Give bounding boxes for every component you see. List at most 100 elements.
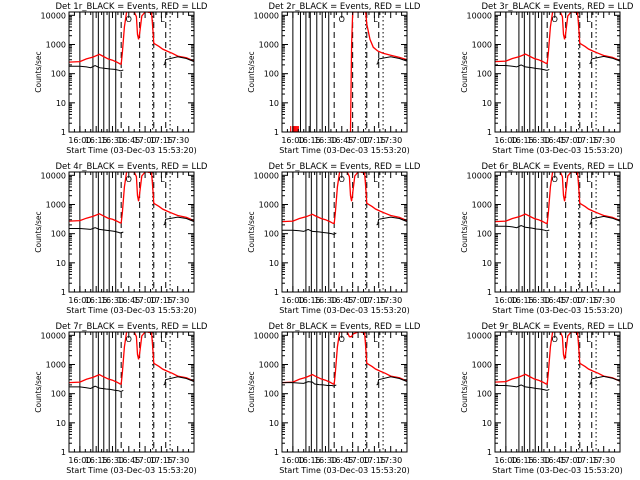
events-series-line [69, 385, 124, 392]
x-tick-label: 17:30 [592, 296, 615, 305]
x-tick-label: 16:00 [494, 136, 517, 145]
x-axis-label: Start Time (03-Dec-03 15:53:20) [66, 306, 197, 315]
y-tick-label: 10 [482, 99, 492, 108]
y-tick-label: 1000 [259, 360, 279, 369]
chart-panel-6: O L11010010001000016:0016:1516:3016:4517:… [460, 162, 634, 315]
x-tick-label: 16:30 [527, 456, 550, 465]
y-tick-label: 100 [51, 230, 66, 239]
y-tick-label: 100 [477, 70, 492, 79]
y-tick-label: 10 [269, 259, 279, 268]
y-tick-label: 10000 [41, 331, 66, 340]
x-tick-label: 16:15 [298, 456, 321, 465]
marker-label: O [552, 335, 558, 344]
x-tick-label: 16:45 [330, 456, 353, 465]
axes-frame [281, 171, 408, 293]
chart-title: Det 3r_BLACK = Events, RED = LLD [482, 2, 634, 12]
lld-series-line [69, 172, 194, 224]
marker-label: L [160, 175, 165, 184]
lld-series-line [349, 12, 407, 132]
chart-title: Det 2r_BLACK = Events, RED = LLD [269, 2, 421, 12]
marker-label: L [373, 175, 378, 184]
chart-title: Det 7r_BLACK = Events, RED = LLD [56, 322, 208, 332]
y-tick-label: 1 [61, 448, 66, 457]
x-axis-label: Start Time (03-Dec-03 15:53:20) [492, 146, 623, 155]
marker-label: O [126, 175, 132, 184]
events-series-line [589, 215, 620, 225]
marker-label: L [373, 15, 378, 24]
x-tick-label: 16:30 [527, 136, 550, 145]
x-tick-label: 16:45 [330, 296, 353, 305]
events-series-line [69, 227, 124, 234]
y-tick-label: 1000 [472, 40, 492, 49]
axes-frame [281, 11, 408, 133]
chart-panel-3: O L11010010001000016:0016:1516:3016:4517:… [460, 2, 634, 155]
x-tick-label: 17:15 [150, 456, 173, 465]
y-tick-label: 1000 [259, 200, 279, 209]
x-tick-label: 17:00 [560, 296, 583, 305]
lld-series-line [495, 172, 620, 225]
y-axis-label: Counts/sec [34, 51, 43, 92]
x-axis-label: Start Time (03-Dec-03 15:53:20) [492, 306, 623, 315]
lld-series-line [282, 172, 407, 225]
y-tick-label: 100 [264, 230, 279, 239]
marker-label: O [126, 15, 132, 24]
y-tick-label: 10 [56, 99, 66, 108]
lld-series-line [495, 332, 620, 385]
plot-area [282, 172, 407, 292]
y-tick-label: 1000 [259, 40, 279, 49]
x-tick-label: 17:15 [363, 136, 386, 145]
y-tick-label: 10 [56, 419, 66, 428]
y-tick-label: 1 [487, 128, 492, 137]
y-axis-label: Counts/sec [247, 211, 256, 252]
y-tick-label: 1000 [46, 200, 66, 209]
chart-title: Det 6r_BLACK = Events, RED = LLD [482, 162, 634, 172]
plot-area [495, 172, 620, 292]
axes-frame [494, 11, 621, 133]
y-tick-label: 100 [477, 390, 492, 399]
events-series-line [163, 216, 194, 226]
y-axis-label: Counts/sec [460, 371, 469, 412]
y-tick-label: 10 [482, 259, 492, 268]
x-tick-label: 17:00 [134, 136, 157, 145]
x-tick-label: 16:30 [101, 136, 124, 145]
lld-series-line [282, 332, 407, 385]
x-tick-label: 17:30 [379, 296, 402, 305]
x-axis-label: Start Time (03-Dec-03 15:53:20) [279, 306, 410, 315]
events-series-line [163, 56, 194, 66]
events-series-line [376, 376, 407, 386]
x-tick-label: 17:30 [592, 136, 615, 145]
x-tick-label: 16:15 [85, 136, 108, 145]
events-series-line [589, 55, 620, 65]
chart-title: Det 8r_BLACK = Events, RED = LLD [269, 322, 421, 332]
marker-label: O [552, 15, 558, 24]
x-tick-label: 16:15 [298, 136, 321, 145]
marker-label: L [160, 15, 165, 24]
y-tick-label: 10 [56, 259, 66, 268]
y-tick-label: 100 [477, 230, 492, 239]
plot-area [495, 332, 620, 452]
y-axis-label: Counts/sec [34, 371, 43, 412]
y-tick-label: 1 [487, 448, 492, 457]
y-tick-label: 100 [264, 390, 279, 399]
x-tick-label: 16:30 [101, 456, 124, 465]
y-tick-label: 10 [482, 419, 492, 428]
x-tick-label: 16:45 [543, 296, 566, 305]
x-tick-label: 17:15 [150, 296, 173, 305]
x-tick-label: 17:30 [166, 456, 189, 465]
axes-frame [494, 331, 621, 453]
x-tick-label: 16:45 [543, 136, 566, 145]
x-tick-label: 17:30 [379, 136, 402, 145]
plot-area [69, 172, 194, 292]
x-tick-label: 16:00 [281, 296, 304, 305]
y-tick-label: 1000 [472, 200, 492, 209]
x-tick-label: 17:15 [576, 456, 599, 465]
chart-panel-4: O L11010010001000016:0016:1516:3016:4517:… [34, 162, 208, 315]
x-tick-label: 16:15 [85, 296, 108, 305]
y-tick-label: 10 [269, 99, 279, 108]
events-series-line [495, 224, 550, 232]
x-axis-label: Start Time (03-Dec-03 15:53:20) [66, 466, 197, 475]
lld-series-line [69, 332, 194, 385]
x-tick-label: 16:00 [68, 456, 91, 465]
plot-area [495, 12, 620, 132]
events-series-line [69, 64, 124, 72]
